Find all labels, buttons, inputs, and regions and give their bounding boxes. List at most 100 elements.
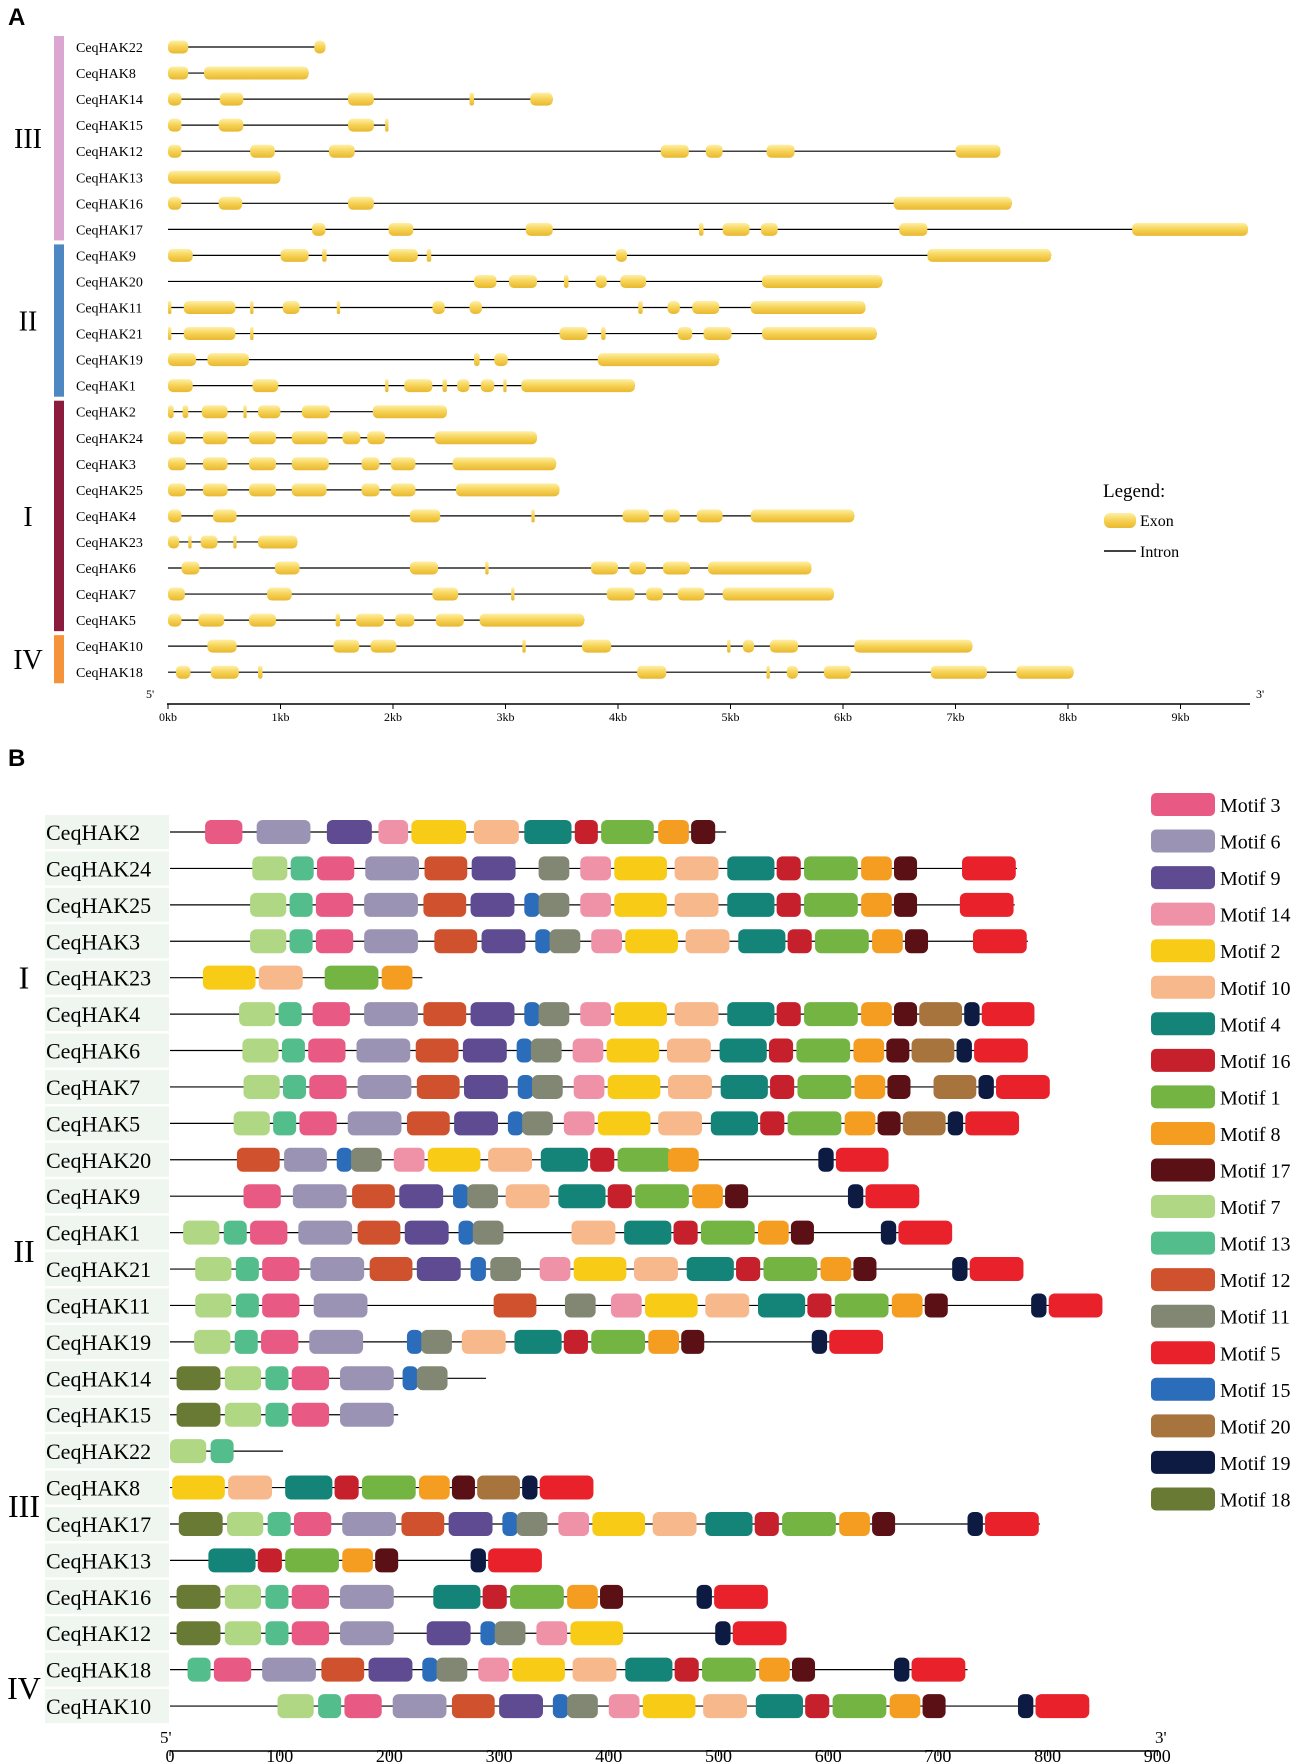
motif-1-block [700, 1220, 755, 1245]
exon-block [677, 327, 693, 341]
legend-motif-label: Motif 6 [1220, 832, 1281, 854]
protein-name: CeqHAK17 [46, 1512, 151, 1537]
legend-motif-label: Motif 14 [1220, 905, 1291, 927]
motif-8-block [844, 1111, 876, 1136]
motif-12-block [406, 1111, 450, 1136]
motif-6-block [340, 1584, 394, 1609]
exon-block [435, 613, 464, 627]
motif-1-block [324, 965, 379, 990]
exon-block [282, 301, 300, 314]
protein-name: CeqHAK6 [46, 1039, 140, 1064]
panel-b-motif-structures [170, 820, 1103, 1719]
motif-13-block [267, 1511, 291, 1536]
motif-17-block [600, 1584, 624, 1609]
axis-tick-label: 5kb [722, 710, 740, 724]
legend-motif-14-swatch [1151, 902, 1215, 926]
gene-row: CeqHAK10 [76, 639, 973, 655]
exon-block [219, 92, 244, 106]
motif-7-block [239, 1002, 276, 1027]
exon-block [521, 379, 635, 393]
group-bar [54, 635, 64, 684]
motif-10-block [666, 1038, 711, 1063]
protein-row [170, 892, 1015, 917]
exon-block [426, 248, 432, 262]
exon-block [703, 327, 732, 341]
legend-motif-20-swatch [1151, 1414, 1215, 1438]
motif-5-block [898, 1220, 953, 1245]
exon-block [511, 587, 515, 601]
motif-11-block [538, 892, 570, 917]
motif-6-block [256, 820, 311, 844]
motif-17-block [894, 892, 918, 917]
exon-block [595, 274, 607, 288]
motif-11-block [472, 1220, 504, 1245]
protein-name-bg [45, 1033, 169, 1068]
motif-20-block [911, 1038, 955, 1063]
protein-row [170, 1111, 1020, 1136]
motif-4-block [719, 1038, 767, 1063]
gene-row: CeqHAK2 [76, 405, 447, 421]
legend-motif-19-swatch [1151, 1450, 1215, 1474]
gene-row: CeqHAK19 [76, 353, 720, 369]
motif-4-block [727, 1002, 775, 1027]
motif-13-block [289, 929, 313, 954]
exon-block [243, 405, 247, 419]
motif-6-block [313, 1293, 368, 1318]
motif-4-block [514, 1329, 562, 1354]
exon-block [168, 379, 193, 393]
protein-row [170, 1329, 884, 1354]
motif-17-block [791, 1657, 816, 1682]
motif-7-block [252, 856, 288, 881]
motif-1-block [617, 1147, 672, 1172]
motif-3-block [315, 929, 354, 954]
gene-name: CeqHAK3 [76, 458, 136, 473]
motif-12-block [434, 929, 478, 954]
motif-14-block [580, 892, 611, 917]
protein-name-bg [45, 1543, 169, 1578]
legend-motif-label: Motif 19 [1220, 1453, 1291, 1475]
motif-1-block [804, 1002, 858, 1027]
gene-name: CeqHAK21 [76, 328, 143, 343]
motif-3-block [213, 1657, 252, 1682]
exon-block [301, 405, 330, 419]
motif-2-block [625, 929, 678, 954]
protein-row [170, 1002, 1035, 1027]
motif-2-block [411, 820, 467, 844]
motif-7-block [170, 1439, 207, 1464]
legend-motif-16-swatch [1151, 1048, 1215, 1072]
protein-name-bg [45, 997, 169, 1032]
legend-motif-label: Motif 9 [1220, 868, 1281, 890]
legend-motif-3-swatch [1151, 793, 1215, 816]
motif-15-block [402, 1366, 418, 1391]
exon-block [342, 431, 361, 445]
motif-12-block [415, 1038, 459, 1063]
motif-13-block [318, 1694, 342, 1719]
exon-block [322, 248, 327, 262]
gene-row: CeqHAK23 [76, 535, 298, 551]
motif-8-block [891, 1293, 923, 1318]
gene-row: CeqHAK20 [76, 274, 883, 290]
motif-9-block [326, 820, 372, 844]
motif-8-block [648, 1329, 680, 1354]
motif-4-block [727, 856, 775, 881]
protein-name: CeqHAK19 [46, 1330, 151, 1355]
protein-name: CeqHAK16 [46, 1585, 151, 1610]
gene-name: CeqHAK12 [76, 145, 143, 160]
motif-3-block [293, 1511, 332, 1536]
motif-5-block [1035, 1694, 1090, 1719]
exon-block [168, 457, 186, 471]
exon-block [385, 118, 389, 132]
legend-motif-15-swatch [1151, 1377, 1215, 1401]
gene-name: CeqHAK8 [76, 67, 136, 82]
gene-name: CeqHAK13 [76, 171, 143, 186]
motif-3-block [291, 1621, 330, 1646]
protein-name-bg [45, 1616, 169, 1651]
gene-name: CeqHAK7 [76, 588, 136, 603]
panel-a-axis-start: 5' [146, 687, 154, 701]
legend-exon-swatch [1104, 513, 1136, 528]
gene-row: CeqHAK1 [76, 379, 635, 395]
motif-19-block [894, 1657, 910, 1682]
exon-block [202, 483, 228, 497]
motif-19-block [880, 1220, 897, 1245]
motif-16-block [787, 929, 812, 954]
